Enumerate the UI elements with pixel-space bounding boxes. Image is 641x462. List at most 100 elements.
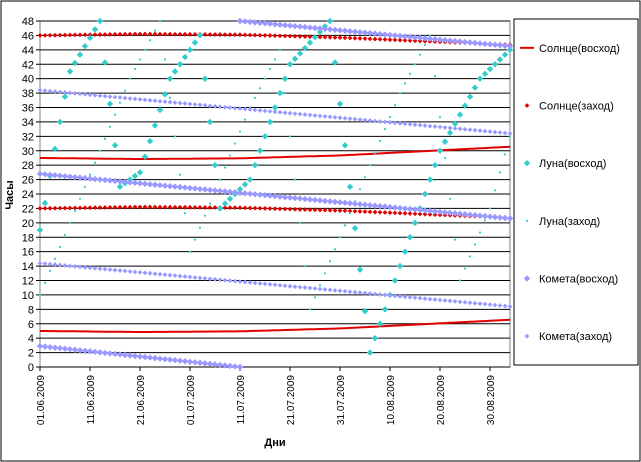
- data-point: [506, 215, 514, 222]
- data-point: [46, 171, 54, 178]
- data-point: [278, 48, 282, 51]
- data-point: [417, 295, 423, 301]
- data-point: [422, 296, 428, 302]
- data-point: [431, 36, 439, 43]
- data-point: [167, 272, 173, 278]
- data-point: [92, 32, 98, 38]
- data-point: [432, 212, 438, 218]
- data-point: [53, 257, 57, 260]
- data-point: [77, 91, 83, 97]
- data-point: [297, 207, 303, 212]
- data-point: [206, 118, 214, 126]
- legend-label: Луна(заход): [539, 216, 600, 228]
- data-point: [306, 39, 314, 46]
- data-point: [466, 39, 474, 46]
- data-point: [258, 87, 262, 90]
- plot-area: 0246810121416182022242628303234363840424…: [22, 16, 514, 425]
- data-point: [437, 297, 443, 303]
- legend-swatch: [523, 275, 531, 282]
- data-point: [191, 39, 199, 46]
- y-tick-label: 8: [28, 304, 34, 316]
- data-point: [366, 349, 374, 356]
- data-point: [487, 302, 493, 308]
- data-point: [137, 270, 143, 275]
- data-point: [206, 186, 214, 194]
- data-point: [133, 67, 137, 71]
- data-point: [112, 94, 118, 100]
- data-point: [56, 344, 64, 352]
- data-point: [427, 123, 433, 129]
- data-point: [407, 294, 413, 300]
- data-point: [52, 32, 58, 38]
- data-point: [332, 114, 338, 120]
- data-point: [182, 101, 188, 106]
- data-point: [286, 61, 294, 68]
- y-tick-label: 40: [22, 74, 34, 86]
- data-point: [118, 101, 122, 104]
- y-tick-label: 22: [22, 203, 34, 215]
- data-point: [402, 210, 408, 216]
- data-point: [181, 184, 189, 191]
- data-point: [281, 75, 289, 82]
- data-point: [121, 178, 129, 186]
- data-point: [86, 348, 94, 355]
- data-point: [143, 48, 147, 51]
- x-tick-label: 21.07.2009: [286, 375, 297, 425]
- data-point: [436, 147, 444, 154]
- data-point: [222, 205, 228, 210]
- data-point: [317, 207, 323, 213]
- data-point: [481, 40, 489, 48]
- data-point: [341, 27, 349, 35]
- y-tick-label: 44: [22, 45, 34, 57]
- data-point: [123, 89, 127, 92]
- data-point: [227, 105, 233, 111]
- data-point: [237, 32, 243, 38]
- data-point: [316, 25, 324, 32]
- data-point: [91, 175, 99, 183]
- data-point: [327, 114, 333, 120]
- data-point: [37, 260, 43, 266]
- data-point: [301, 44, 309, 52]
- data-point: [421, 35, 429, 42]
- data-point: [168, 96, 172, 99]
- data-point: [346, 200, 354, 207]
- data-point: [492, 129, 498, 135]
- data-point: [156, 106, 164, 114]
- data-point: [366, 29, 374, 37]
- y-tick-label: 34: [22, 117, 34, 129]
- x-tick-label: 31.07.2009: [336, 375, 347, 425]
- data-point: [406, 205, 414, 213]
- data-point: [172, 273, 178, 279]
- data-point: [166, 75, 174, 82]
- data-point: [152, 98, 158, 104]
- data-point: [457, 299, 463, 305]
- data-point: [271, 192, 279, 200]
- data-point: [312, 207, 318, 213]
- data-point: [36, 342, 44, 350]
- data-point: [62, 205, 68, 211]
- data-point: [198, 226, 202, 229]
- data-point: [311, 24, 319, 32]
- data-point: [376, 320, 384, 327]
- y-axis-ticks: 0246810121416182022242628303234363840424…: [22, 16, 40, 374]
- data-point: [157, 98, 163, 104]
- data-point: [96, 349, 104, 356]
- data-point: [106, 177, 114, 184]
- data-point: [472, 127, 478, 133]
- data-point: [491, 41, 499, 49]
- data-point: [367, 36, 373, 42]
- data-point: [221, 362, 229, 369]
- data-point: [102, 32, 108, 37]
- data-point: [487, 129, 493, 135]
- data-point: [181, 53, 189, 61]
- data-point: [421, 190, 429, 198]
- data-point: [387, 37, 393, 43]
- data-point: [472, 300, 478, 306]
- data-point: [273, 58, 277, 61]
- data-point: [212, 32, 218, 37]
- data-point: [43, 281, 47, 285]
- data-point: [268, 67, 272, 71]
- data-point: [231, 363, 239, 370]
- data-point: [131, 172, 139, 180]
- data-point: [322, 287, 328, 292]
